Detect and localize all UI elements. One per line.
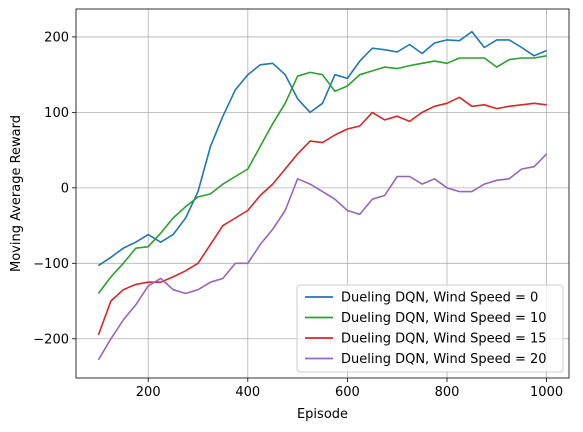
legend-label-0: Dueling DQN, Wind Speed = 0 [341, 291, 538, 306]
y-tick-label: 200 [44, 30, 69, 45]
x-axis-label: Episode [297, 407, 348, 422]
x-tick-label: 600 [335, 385, 360, 400]
x-tick-label: 400 [235, 385, 260, 400]
axis-ticks: 200 400 600 800 1000 −200 −100 0 100 200 [33, 30, 563, 400]
legend-box [296, 284, 564, 373]
plot-frame [75, 8, 570, 379]
y-axis-label: Moving Average Reward [9, 115, 24, 272]
legend-label-1: Dueling DQN, Wind Speed = 10 [341, 311, 547, 326]
y-tick-label: 100 [44, 106, 69, 121]
legend-label-3: Dueling DQN, Wind Speed = 20 [341, 352, 547, 367]
series-line-0 [97, 30, 547, 267]
y-tick-label: −200 [33, 332, 69, 347]
x-tick-label: 800 [435, 385, 460, 400]
x-tick-label: 1000 [530, 385, 563, 400]
y-tick-label: 0 [61, 181, 69, 196]
legend-label-2: Dueling DQN, Wind Speed = 15 [341, 332, 547, 347]
series-line-2 [97, 96, 547, 336]
y-tick-label: −100 [33, 257, 69, 272]
series-line-3 [97, 153, 548, 361]
x-tick-label: 200 [136, 385, 161, 400]
series-lines [97, 30, 548, 361]
legend: Dueling DQN, Wind Speed = 0 Dueling DQN, … [296, 284, 564, 373]
series-line-1 [97, 55, 547, 294]
